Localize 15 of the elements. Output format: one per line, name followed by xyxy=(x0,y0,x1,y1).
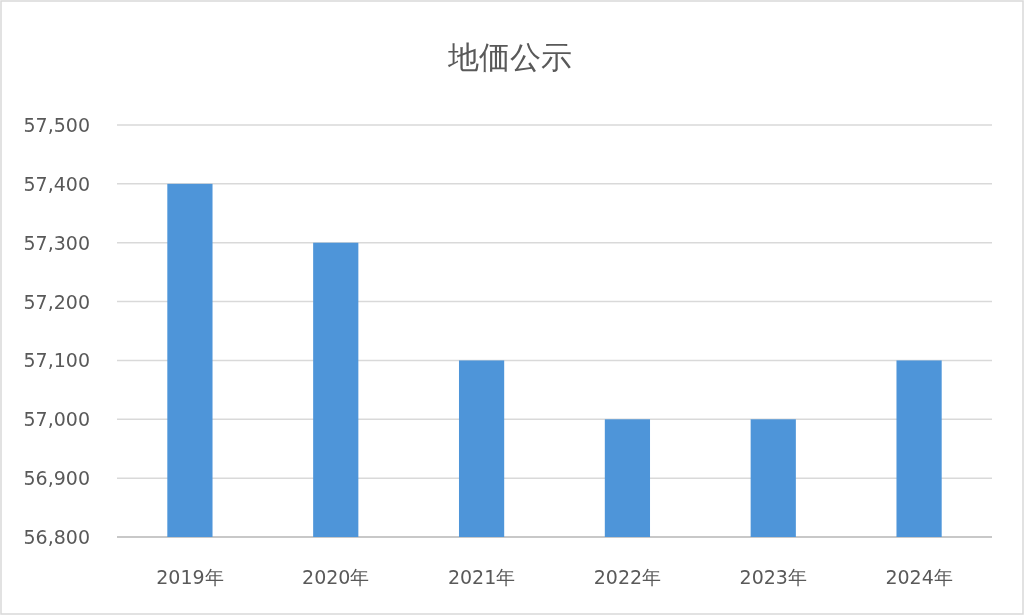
y-tick-label: 57,400 xyxy=(23,172,90,195)
x-tick-label: 2024年 xyxy=(885,566,953,588)
chart-title: 地価公示 xyxy=(446,39,572,75)
y-tick-label: 56,900 xyxy=(23,467,90,490)
x-tick-label: 2023年 xyxy=(739,566,807,588)
y-tick-label: 57,200 xyxy=(23,290,90,313)
x-tick-label: 2022年 xyxy=(593,566,662,588)
y-tick-label: 57,500 xyxy=(23,114,90,136)
y-tick-label: 56,800 xyxy=(23,526,90,548)
y-tick-label: 57,300 xyxy=(23,231,90,254)
x-tick-label: 2020年 xyxy=(302,566,370,588)
x-tick-label: 2019年 xyxy=(156,566,224,588)
y-tick-label: 57,100 xyxy=(23,349,90,372)
y-tick-label: 57,000 xyxy=(23,408,90,431)
x-tick-label: 2021年 xyxy=(447,566,516,588)
